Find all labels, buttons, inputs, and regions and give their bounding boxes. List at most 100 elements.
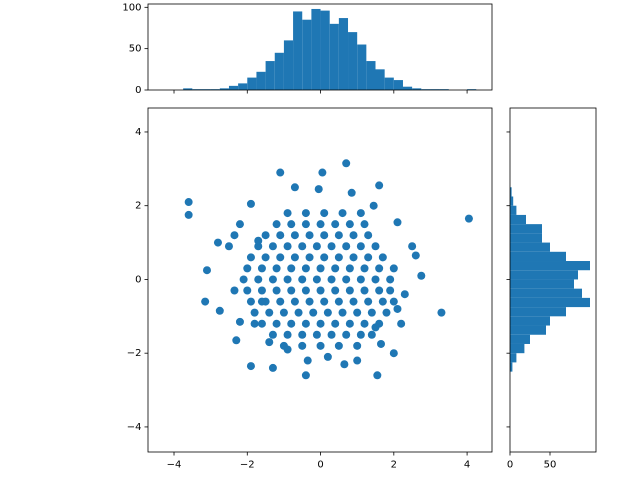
- scatter-area: [184, 159, 473, 380]
- hist-bar: [510, 297, 590, 308]
- point: [349, 253, 358, 262]
- hist-bar: [510, 205, 517, 215]
- hist-bar: [510, 343, 525, 354]
- hist-bar: [510, 362, 513, 372]
- point: [400, 290, 409, 299]
- hist-bar: [329, 23, 339, 90]
- point: [386, 275, 395, 284]
- point: [301, 264, 310, 273]
- hist-bar: [238, 83, 248, 90]
- point: [276, 297, 285, 306]
- point: [316, 341, 325, 350]
- hist-bar: [510, 233, 542, 243]
- point: [316, 286, 325, 295]
- point: [301, 220, 310, 229]
- hist-bar: [510, 307, 566, 317]
- point: [257, 264, 266, 273]
- y-tick-label: 2: [135, 201, 141, 212]
- point: [360, 264, 369, 273]
- y-tick-label: 0: [135, 274, 141, 285]
- point: [345, 264, 354, 273]
- point: [265, 338, 274, 347]
- top-histogram-frame: [147, 3, 493, 91]
- point: [268, 275, 277, 284]
- right-histogram-frame: [509, 107, 597, 453]
- point: [360, 220, 369, 229]
- hist-bar: [219, 88, 229, 90]
- point: [243, 264, 252, 273]
- x-tick-label: −4: [167, 460, 182, 471]
- point: [367, 308, 376, 317]
- point: [323, 308, 332, 317]
- point: [246, 362, 255, 371]
- hist-bar: [247, 77, 257, 90]
- point: [268, 330, 277, 339]
- point: [316, 319, 325, 328]
- point: [345, 220, 354, 229]
- hist-bar: [375, 69, 385, 90]
- point: [342, 275, 351, 284]
- hist-bar: [228, 85, 239, 90]
- point: [356, 209, 365, 218]
- hist-bar: [393, 80, 403, 90]
- point: [202, 266, 211, 275]
- point: [389, 297, 398, 306]
- x-tick-label: 2: [391, 460, 397, 471]
- point: [287, 264, 296, 273]
- point: [298, 330, 307, 339]
- axes: −4 −2 0 2 4 −4 −2 0 2 4 0 50 100 0 50: [122, 2, 556, 470]
- point: [378, 297, 387, 306]
- point: [382, 308, 391, 317]
- hist-bar: [274, 52, 284, 90]
- hist-bar: [510, 288, 582, 298]
- point: [246, 297, 255, 306]
- point: [356, 330, 365, 339]
- point: [283, 345, 292, 354]
- point: [272, 319, 281, 328]
- point: [230, 231, 239, 240]
- point: [376, 339, 385, 348]
- point: [393, 218, 402, 227]
- point: [353, 308, 362, 317]
- point: [356, 242, 365, 251]
- point: [272, 286, 281, 295]
- point: [309, 308, 318, 317]
- point: [232, 336, 241, 345]
- point: [356, 275, 365, 284]
- point: [386, 286, 395, 295]
- hist-bar: [302, 19, 312, 90]
- hist-bar: [293, 11, 303, 90]
- point: [349, 231, 358, 240]
- hist-bar: [510, 187, 512, 197]
- point: [417, 271, 426, 280]
- hist-bar: [210, 89, 220, 90]
- point: [261, 253, 270, 262]
- point: [276, 231, 285, 240]
- point: [312, 275, 321, 284]
- point: [331, 220, 340, 229]
- point: [464, 214, 473, 223]
- point: [283, 330, 292, 339]
- point: [261, 231, 270, 240]
- hist-bar: [320, 10, 330, 90]
- point: [201, 297, 210, 306]
- point: [369, 201, 378, 210]
- point: [276, 168, 285, 177]
- hist-bar: [510, 242, 550, 252]
- point: [360, 319, 369, 328]
- point: [254, 242, 263, 251]
- hist-bar: [265, 61, 275, 90]
- point: [373, 371, 382, 380]
- point: [268, 363, 277, 372]
- point: [305, 297, 314, 306]
- point: [254, 236, 263, 245]
- point: [331, 264, 340, 273]
- point: [318, 168, 327, 177]
- point: [283, 275, 292, 284]
- point: [290, 297, 299, 306]
- hist-bar: [183, 88, 193, 90]
- x-tick-label: 0: [317, 460, 323, 471]
- point: [224, 242, 233, 251]
- point: [353, 356, 362, 365]
- x-tick-label: 4: [464, 460, 470, 471]
